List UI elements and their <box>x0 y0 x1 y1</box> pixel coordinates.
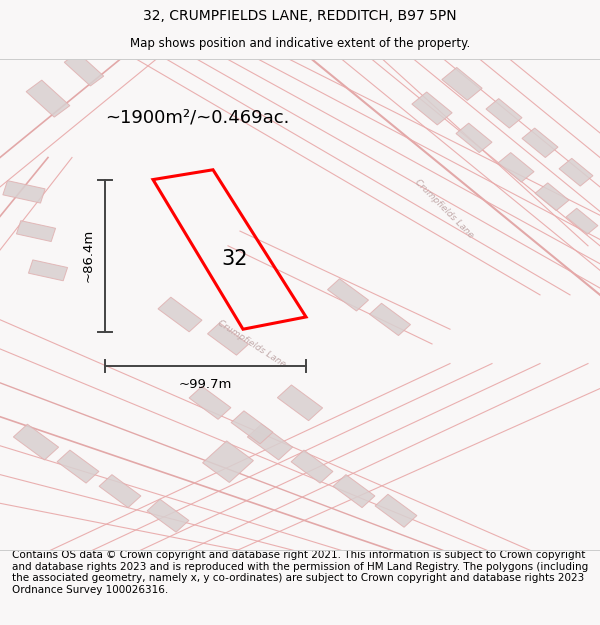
Polygon shape <box>26 80 70 117</box>
Polygon shape <box>535 183 569 211</box>
Polygon shape <box>328 279 368 311</box>
Polygon shape <box>566 208 598 234</box>
Polygon shape <box>57 450 99 483</box>
Polygon shape <box>13 424 59 460</box>
Polygon shape <box>442 68 482 101</box>
Polygon shape <box>412 92 452 125</box>
Polygon shape <box>158 297 202 332</box>
Polygon shape <box>277 385 323 421</box>
Polygon shape <box>375 494 417 528</box>
Polygon shape <box>333 474 375 508</box>
Polygon shape <box>147 499 189 532</box>
Polygon shape <box>486 99 522 128</box>
Text: Map shows position and indicative extent of the property.: Map shows position and indicative extent… <box>130 37 470 50</box>
Polygon shape <box>189 386 231 419</box>
Text: Crumpfields Lane: Crumpfields Lane <box>217 319 287 369</box>
Text: ~86.4m: ~86.4m <box>81 229 94 282</box>
Polygon shape <box>99 474 141 508</box>
Polygon shape <box>3 181 45 203</box>
Polygon shape <box>28 260 68 281</box>
Text: 32: 32 <box>221 249 248 269</box>
Polygon shape <box>247 424 293 460</box>
Text: Crumpfields Lane: Crumpfields Lane <box>413 178 475 240</box>
Polygon shape <box>522 128 558 158</box>
Text: ~1900m²/~0.469ac.: ~1900m²/~0.469ac. <box>105 109 289 126</box>
Text: 32, CRUMPFIELDS LANE, REDDITCH, B97 5PN: 32, CRUMPFIELDS LANE, REDDITCH, B97 5PN <box>143 9 457 23</box>
Polygon shape <box>64 52 104 86</box>
Polygon shape <box>559 158 593 186</box>
Polygon shape <box>370 303 410 336</box>
Polygon shape <box>231 411 273 444</box>
Polygon shape <box>203 441 253 483</box>
Polygon shape <box>498 152 534 182</box>
Polygon shape <box>208 323 248 355</box>
Polygon shape <box>16 221 56 241</box>
Text: Contains OS data © Crown copyright and database right 2021. This information is : Contains OS data © Crown copyright and d… <box>12 550 588 595</box>
Polygon shape <box>456 123 492 152</box>
Text: ~99.7m: ~99.7m <box>179 378 232 391</box>
Polygon shape <box>291 450 333 483</box>
